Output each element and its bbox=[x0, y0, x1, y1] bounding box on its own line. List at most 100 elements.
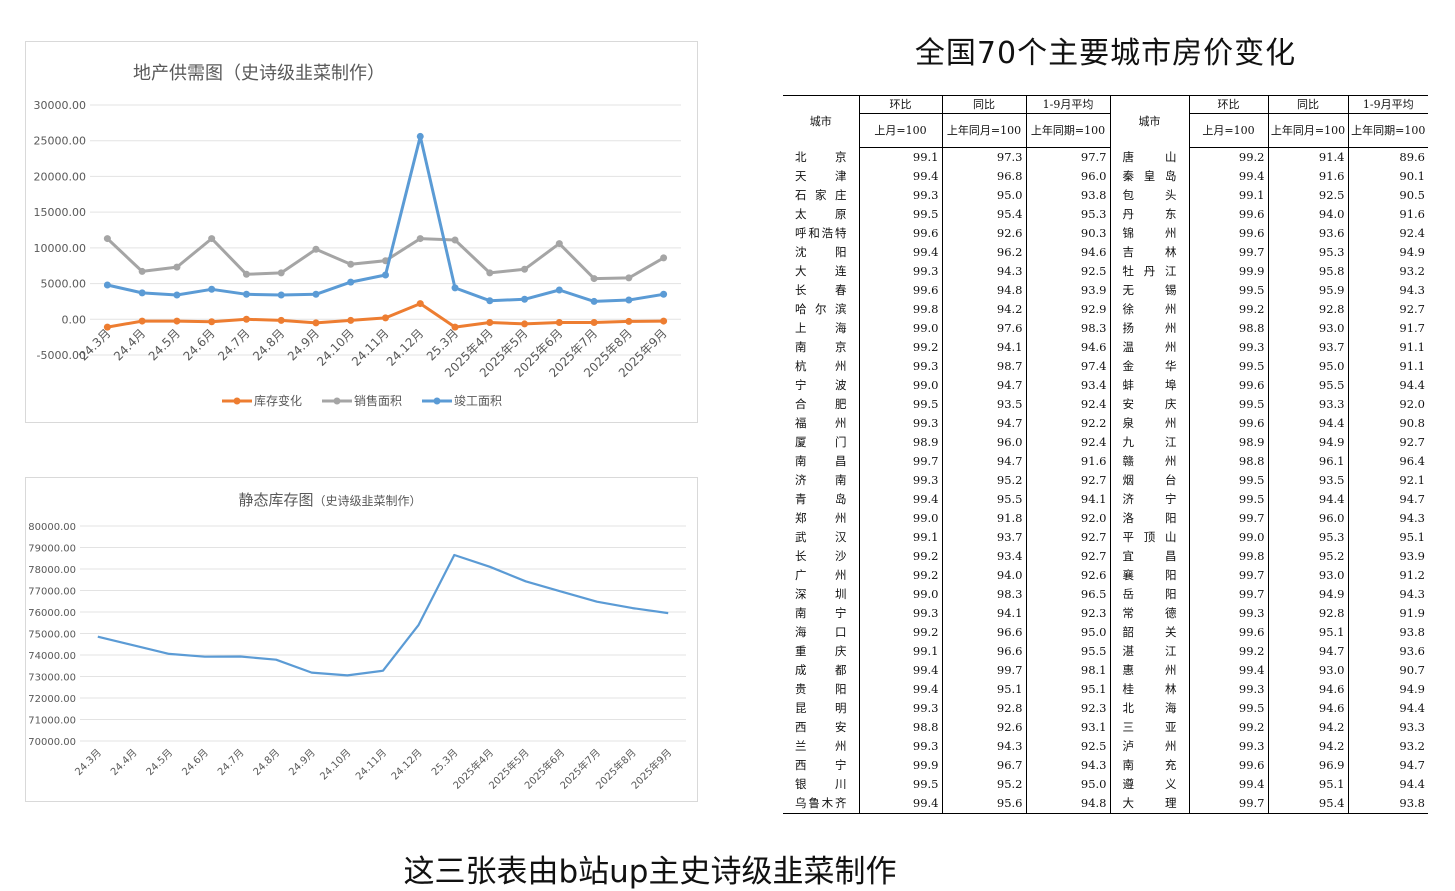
mom-cell: 99.6 bbox=[858, 224, 942, 243]
data-point bbox=[451, 236, 459, 244]
header-ytd-sub-left: 上年同期=100 bbox=[1025, 113, 1110, 148]
city-cell: 昆 明 bbox=[795, 701, 847, 715]
city-cell: 扬 州 bbox=[1109, 319, 1189, 338]
table-row: 福 州 99.3 94.7 92.2 泉 州 99.6 94.4 90.8 bbox=[783, 414, 1428, 433]
mom-cell: 99.4 bbox=[1188, 775, 1268, 794]
data-point bbox=[277, 316, 285, 324]
ytd-cell: 90.7 bbox=[1347, 661, 1428, 680]
ytd-cell: 97.4 bbox=[1025, 357, 1110, 376]
y-tick-label: 15000.00 bbox=[34, 206, 87, 219]
city-cell: 乌鲁木齐 bbox=[783, 794, 859, 814]
yoy-cell: 92.8 bbox=[941, 699, 1026, 718]
data-point bbox=[416, 300, 424, 308]
city-cell: 牡丹江 bbox=[1109, 262, 1189, 281]
x-tick-label: 24.3月 bbox=[76, 326, 113, 363]
yoy-cell: 94.7 bbox=[941, 414, 1026, 433]
data-point bbox=[590, 297, 598, 305]
city-cell: 南 昌 bbox=[795, 454, 847, 468]
city-cell: 湛 江 bbox=[1109, 642, 1189, 661]
header-ytd-sub-right: 上年同期=100 bbox=[1347, 113, 1428, 148]
city-cell: 武 汉 bbox=[795, 530, 847, 544]
data-point bbox=[416, 132, 424, 140]
ytd-cell: 92.0 bbox=[1025, 509, 1110, 528]
y-tick-label: 20000.00 bbox=[34, 170, 87, 183]
ytd-cell: 91.1 bbox=[1347, 357, 1428, 376]
data-point bbox=[660, 290, 668, 298]
x-tick-label: 24.7月 bbox=[215, 326, 252, 363]
ytd-cell: 92.4 bbox=[1347, 224, 1428, 243]
ytd-cell: 92.9 bbox=[1025, 300, 1110, 319]
city-cell: 贵 阳 bbox=[795, 682, 847, 696]
ytd-cell: 97.7 bbox=[1025, 147, 1110, 167]
table-row: 宁 波 99.0 94.7 93.4 蚌 埠 99.6 95.5 94.4 bbox=[783, 376, 1428, 395]
ytd-cell: 91.7 bbox=[1347, 319, 1428, 338]
data-point bbox=[486, 269, 494, 277]
yoy-cell: 95.4 bbox=[941, 205, 1026, 224]
yoy-cell: 95.2 bbox=[941, 471, 1026, 490]
series-line-0 bbox=[97, 553, 669, 677]
mom-cell: 99.5 bbox=[1188, 281, 1268, 300]
city-cell: 郑 州 bbox=[795, 511, 847, 525]
table-row: 海 口 99.2 96.6 95.0 韶 关 99.6 95.1 93.8 bbox=[783, 623, 1428, 642]
yoy-cell: 93.7 bbox=[941, 528, 1026, 547]
ytd-cell: 93.9 bbox=[1025, 281, 1110, 300]
mom-cell: 99.6 bbox=[1188, 224, 1268, 243]
yoy-cell: 94.9 bbox=[1267, 433, 1348, 452]
mom-cell: 99.5 bbox=[858, 775, 942, 794]
x-tick-label: 24.6月 bbox=[180, 747, 211, 778]
city-cell: 九 江 bbox=[1109, 433, 1189, 452]
legend-marker bbox=[233, 397, 241, 405]
yoy-cell: 95.9 bbox=[1267, 281, 1348, 300]
ytd-cell: 92.5 bbox=[1025, 262, 1110, 281]
table-row: 南 昌 99.7 94.7 91.6 赣 州 98.8 96.1 96.4 bbox=[783, 452, 1428, 471]
ytd-cell: 93.2 bbox=[1347, 262, 1428, 281]
ytd-cell: 94.8 bbox=[1025, 794, 1110, 814]
mom-cell: 99.1 bbox=[858, 528, 942, 547]
supply-demand-chart-svg: 地产供需图（史诗级韭菜制作） 30000.00 25000.00 20000.00 1… bbox=[34, 63, 681, 408]
header-city-left: 城市 bbox=[783, 95, 859, 148]
data-point bbox=[382, 314, 389, 322]
mom-cell: 99.6 bbox=[1188, 376, 1268, 395]
ytd-cell: 92.2 bbox=[1025, 414, 1110, 433]
ytd-cell: 91.6 bbox=[1025, 452, 1110, 471]
city-cell: 福 州 bbox=[795, 416, 847, 430]
header-city-right: 城市 bbox=[1109, 95, 1189, 148]
yoy-cell: 94.4 bbox=[1267, 414, 1348, 433]
yoy-cell: 92.5 bbox=[1267, 186, 1348, 205]
ytd-cell: 92.4 bbox=[1025, 433, 1110, 452]
mom-cell: 99.6 bbox=[858, 281, 942, 300]
ytd-cell: 93.8 bbox=[1347, 794, 1428, 814]
legend-marker bbox=[333, 397, 341, 405]
city-cell: 长 沙 bbox=[795, 549, 847, 563]
mom-cell: 99.5 bbox=[1188, 490, 1268, 509]
ytd-cell: 94.3 bbox=[1025, 756, 1110, 775]
data-point bbox=[382, 271, 389, 279]
city-cell: 呼和浩特 bbox=[795, 226, 847, 240]
table-row: 青 岛 99.4 95.5 94.1 济 宁 99.5 94.4 94.7 bbox=[783, 490, 1428, 509]
city-cell: 泸 州 bbox=[1109, 737, 1189, 756]
data-point bbox=[208, 235, 216, 243]
table-row: 天 津 99.4 96.8 96.0 秦皇岛 99.4 91.6 90.1 bbox=[783, 167, 1428, 186]
mom-cell: 99.2 bbox=[858, 623, 942, 642]
city-cell: 青 岛 bbox=[795, 492, 847, 506]
yoy-cell: 93.0 bbox=[1267, 566, 1348, 585]
city-cell: 吉 林 bbox=[1109, 243, 1189, 262]
data-point bbox=[660, 317, 668, 325]
mom-cell: 99.5 bbox=[858, 205, 942, 224]
ytd-cell: 90.5 bbox=[1347, 186, 1428, 205]
city-cell: 深 圳 bbox=[795, 587, 847, 601]
yoy-cell: 98.7 bbox=[941, 357, 1026, 376]
ytd-cell: 95.3 bbox=[1025, 205, 1110, 224]
city-cell: 石家庄 bbox=[795, 188, 847, 202]
city-cell: 哈尔滨 bbox=[795, 302, 847, 316]
header-mom-sub-left: 上月=100 bbox=[858, 113, 942, 148]
yoy-cell: 95.8 bbox=[1267, 262, 1348, 281]
table-row: 长 沙 99.2 93.4 92.7 宜 昌 99.8 95.2 93.9 bbox=[783, 547, 1428, 566]
ytd-cell: 94.6 bbox=[1025, 338, 1110, 357]
data-point bbox=[103, 323, 111, 331]
yoy-cell: 94.0 bbox=[1267, 205, 1348, 224]
yoy-cell: 99.7 bbox=[941, 661, 1026, 680]
ytd-cell: 93.8 bbox=[1347, 623, 1428, 642]
yoy-cell: 95.2 bbox=[941, 775, 1026, 794]
yoy-cell: 96.2 bbox=[941, 243, 1026, 262]
